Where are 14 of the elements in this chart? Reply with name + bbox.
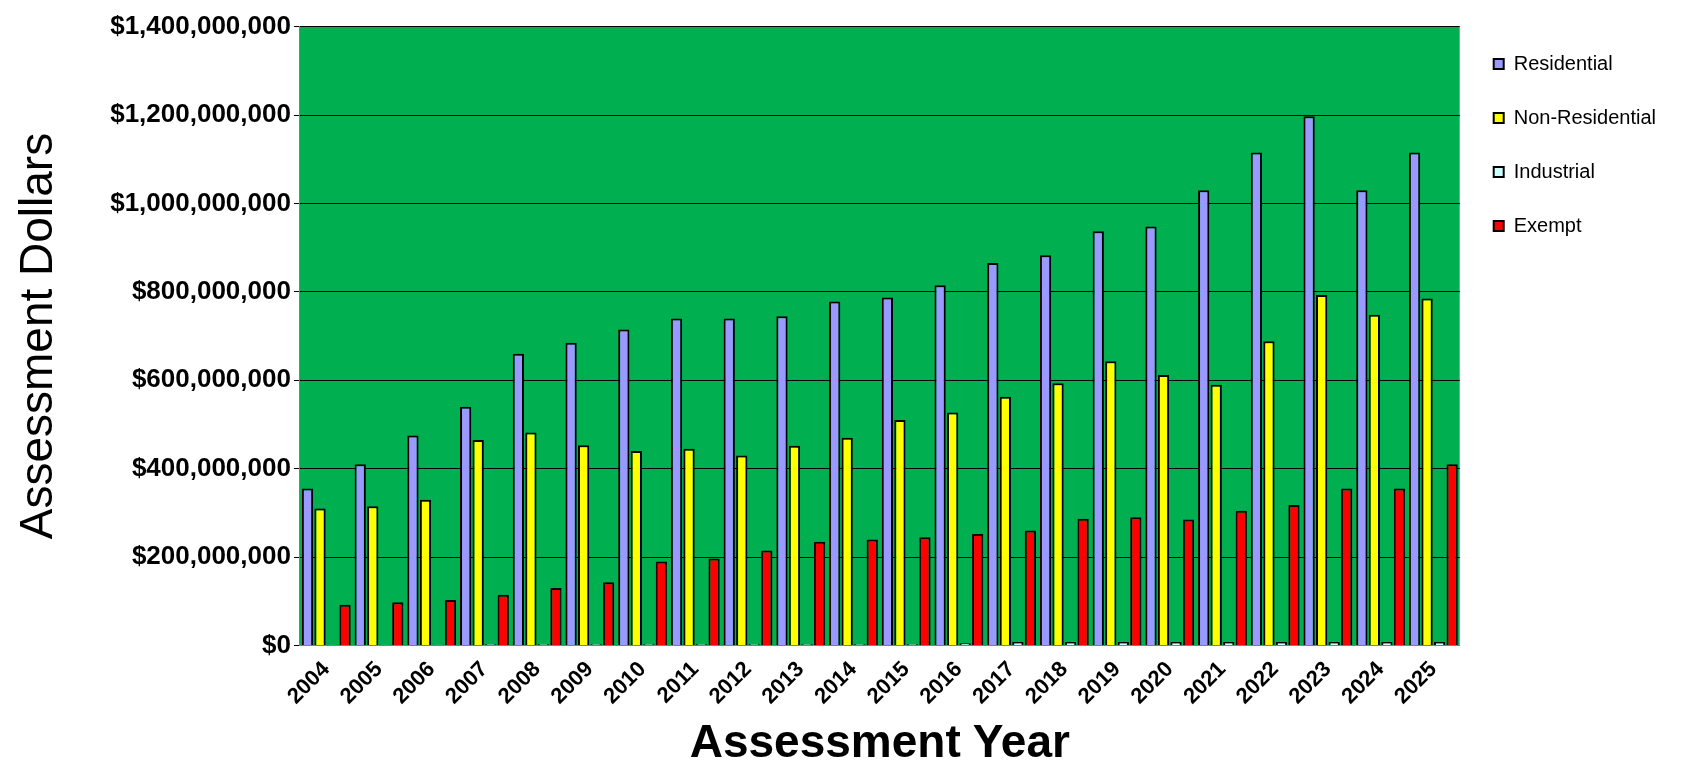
y-tick-label: $1,200,000,000 xyxy=(110,98,291,129)
y-tick-label: $200,000,000 xyxy=(131,540,291,571)
y-tick-label: $1,400,000,000 xyxy=(110,9,291,40)
legend-label: Residential xyxy=(1513,51,1613,74)
y-axis-title: Assessment Dollars xyxy=(10,132,63,540)
y-tick-label: $1,000,000,000 xyxy=(110,186,291,217)
legend-label: Non-Residential xyxy=(1513,105,1656,128)
y-tick-label: $0 xyxy=(262,628,291,659)
legend-label: Exempt xyxy=(1513,213,1582,236)
x-axis-title: Assessment Year xyxy=(689,715,1071,768)
legend-label: Industrial xyxy=(1513,159,1595,182)
y-tick-label: $600,000,000 xyxy=(131,363,291,394)
y-tick-label: $400,000,000 xyxy=(131,451,291,482)
y-tick-label: $800,000,000 xyxy=(131,275,291,306)
